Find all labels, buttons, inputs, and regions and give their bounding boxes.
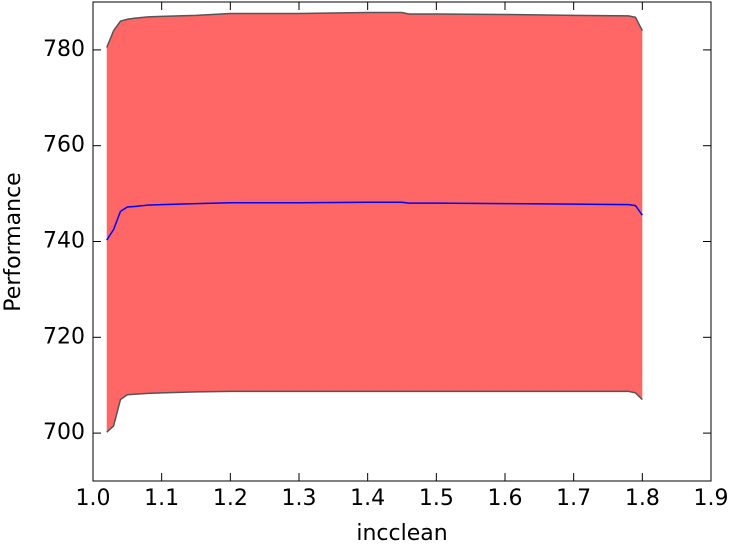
x-tick-label: 1.9 — [694, 486, 729, 511]
y-tick-label: 740 — [43, 229, 85, 254]
y-tick-label: 720 — [43, 324, 85, 349]
y-tick-label: 760 — [43, 133, 85, 158]
band-edge — [106, 390, 643, 433]
x-tick-label: 1.7 — [556, 486, 591, 511]
x-axis-label: incclean — [356, 521, 447, 546]
x-tick-label: 1.8 — [625, 486, 660, 511]
mean-line — [106, 201, 643, 241]
x-tick-label: 1.6 — [488, 486, 523, 511]
x-tick-label: 1.4 — [350, 486, 385, 511]
x-tick-label: 1.3 — [282, 486, 317, 511]
band-fill — [106, 12, 643, 433]
x-tick-label: 1.5 — [419, 486, 454, 511]
y-axis-label: Performance — [1, 172, 26, 311]
x-tick-label: 1.0 — [76, 486, 111, 511]
x-tick-label: 1.2 — [213, 486, 248, 511]
y-tick-label: 780 — [43, 37, 85, 62]
y-tick-label: 700 — [43, 420, 85, 445]
x-tick-label: 1.1 — [144, 486, 179, 511]
band-edge — [106, 11, 644, 48]
